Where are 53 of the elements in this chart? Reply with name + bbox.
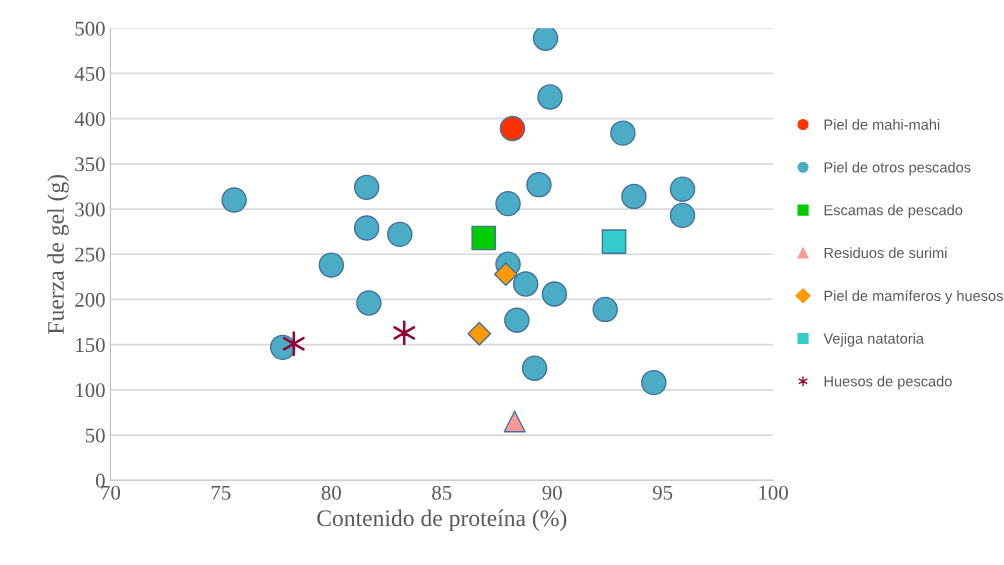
point (493, 262, 518, 287)
legend-label: Piel de mamíferos y huesos (824, 290, 1003, 304)
legend-label: Piel de otros pescados (824, 161, 971, 176)
point (610, 120, 636, 146)
point (504, 307, 530, 333)
y-tick-label: 350 (75, 157, 105, 172)
x-axis-title: Contenido de proteína (%) (317, 509, 567, 532)
x-tick-label: 75 (211, 485, 231, 500)
x-tick-label: 85 (432, 485, 452, 500)
y-tick-label: 450 (74, 66, 105, 81)
point (495, 190, 521, 217)
point (641, 369, 667, 396)
point (393, 320, 416, 346)
point (669, 176, 696, 202)
point (541, 281, 568, 307)
x-tick-label: 80 (321, 485, 341, 500)
point (499, 115, 526, 142)
point (512, 271, 539, 297)
legend-label: Huesos de pescado (824, 375, 952, 390)
point (601, 229, 627, 254)
y-tick-label: 200 (75, 292, 105, 307)
point (669, 202, 696, 229)
point (503, 410, 526, 433)
point (621, 183, 647, 210)
y-tick-label: 250 (75, 247, 105, 262)
x-tick-label: 90 (542, 485, 562, 500)
point (526, 171, 552, 198)
point (387, 221, 413, 248)
y-tick-label: 400 (74, 112, 105, 127)
point (282, 331, 305, 357)
y-tick-label: 500 (75, 21, 105, 36)
point (318, 252, 345, 278)
x-tick-label: 100 (759, 485, 788, 500)
point (356, 290, 382, 316)
point (532, 28, 559, 51)
point (592, 296, 618, 323)
legend-label: Residuos de surimi (824, 247, 947, 259)
y-tick-label: 300 (75, 202, 105, 217)
legend-label: Piel de mahi-mahi (824, 119, 940, 130)
x-tick-label: 95 (652, 485, 673, 500)
point (353, 174, 380, 201)
point (521, 355, 548, 381)
point (471, 225, 497, 251)
y-tick-label: 50 (85, 428, 105, 443)
point (537, 84, 563, 110)
y-axis-title: Fuerza de gel (g) (47, 174, 69, 334)
point (353, 215, 380, 241)
y-tick-label: 100 (76, 383, 105, 398)
legend-label: Vejiga natatoria (823, 333, 924, 347)
legend-label: Escamas de pescado (824, 204, 963, 219)
point (221, 187, 247, 213)
y-tick-label: 150 (76, 338, 105, 353)
point (467, 321, 492, 346)
